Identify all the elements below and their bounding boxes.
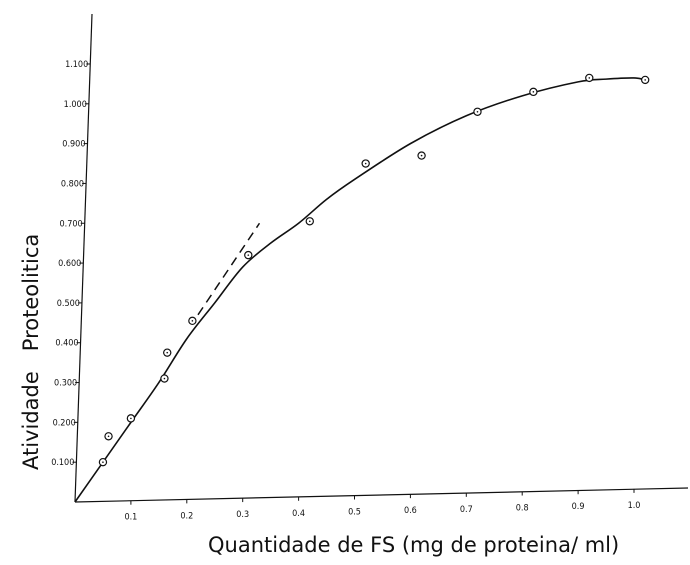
data-point [642,76,649,83]
y-tick-label: 0.700 [60,219,83,229]
data-point [161,375,168,382]
y-tick-label: 1.000 [64,100,87,110]
data-point [418,152,425,159]
data-points [99,74,648,465]
x-tick-label: 0.4 [292,509,305,519]
x-tick-label: 0.6 [404,506,417,516]
data-point [189,317,196,324]
data-point [245,252,252,259]
data-point [306,218,313,225]
x-tick-label: 0.5 [348,507,361,517]
y-axis-title: Atividade Proteolitica [19,234,43,470]
x-tick-label: 1.0 [628,501,641,511]
data-point [530,88,537,95]
x-tick-label: 0.8 [516,504,529,514]
y-tick-label: 0.500 [57,299,80,309]
y-tick-label: 0.100 [51,458,74,468]
y-tick-label: 0.600 [58,259,81,269]
fit-curve [75,78,645,502]
data-point [164,349,171,356]
data-point [586,74,593,81]
y-axis [75,14,92,502]
x-tick-label: 0.1 [124,513,137,523]
y-tick-label: 0.900 [62,140,85,150]
x-axis [75,488,688,502]
y-tick-label: 0.200 [53,418,76,428]
x-axis-title: Quantidade de FS (mg de proteina/ ml) [208,533,619,557]
axes [75,14,688,502]
x-tick-label: 0.3 [236,510,249,520]
tangent-line [198,223,259,315]
data-point [127,415,134,422]
x-tick-label: 0.9 [572,502,585,512]
y-tick-label: 0.800 [61,179,84,189]
x-tick-label: 0.2 [180,511,193,521]
x-tick-label: 0.7 [460,505,473,515]
data-point [99,459,106,466]
x-ticks: 0.1 0.2 0.3 0.4 0.5 0.6 0.7 0.8 0.9 1.0 [124,489,640,523]
data-point [105,433,112,440]
y-ticks: 0.100 0.200 0.300 0.400 0.500 0.600 0.700 0.800… [51,60,90,468]
y-tick-label: 0.400 [55,339,78,349]
data-point [362,160,369,167]
y-tick-label: 0.300 [54,379,77,389]
y-tick-label: 1.100 [65,60,88,70]
data-point [474,108,481,115]
